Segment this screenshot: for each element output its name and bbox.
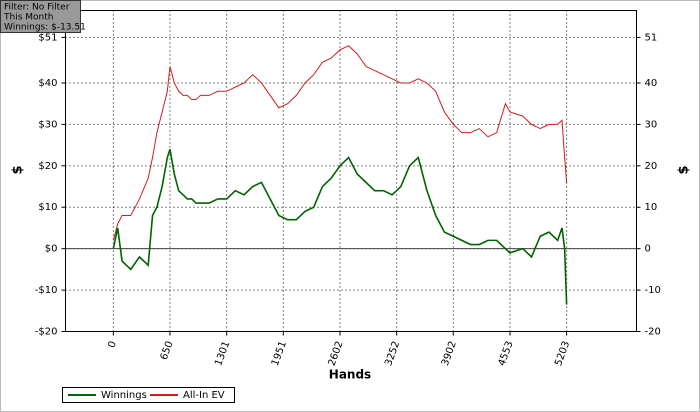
y-tick-label: $30 bbox=[38, 119, 57, 130]
y2-tick-label: 10 bbox=[645, 202, 658, 213]
y2-tick-label: 20 bbox=[645, 161, 658, 172]
info-text: Filter: No Filter bbox=[4, 3, 70, 13]
y-tick-label: $51 bbox=[38, 32, 57, 43]
y2-axis-title: $ bbox=[677, 165, 692, 174]
y-tick-label: $40 bbox=[38, 78, 57, 89]
x-axis-title: Hands bbox=[329, 368, 371, 382]
legend bbox=[62, 387, 235, 403]
info-box bbox=[0, 0, 81, 33]
y2-tick-label: -20 bbox=[645, 327, 661, 338]
series-line bbox=[112, 149, 568, 305]
y2-tick-label: 0 bbox=[645, 244, 651, 255]
y-axis-title: $ bbox=[11, 165, 26, 174]
series-line bbox=[112, 45, 568, 241]
legend-label: All-In EV bbox=[183, 390, 225, 401]
y2-tick-label: 30 bbox=[645, 119, 658, 130]
y2-tick-label: 51 bbox=[645, 32, 658, 43]
info-text: Winnings: $-13.51 bbox=[4, 23, 86, 33]
y-tick-label: -$10 bbox=[35, 285, 58, 296]
y-tick-label: $10 bbox=[38, 202, 57, 213]
y-tick-label: -$20 bbox=[35, 327, 58, 338]
y-tick-label: $0 bbox=[45, 244, 58, 255]
y2-tick-label: 40 bbox=[645, 78, 658, 89]
info-text: This Month bbox=[3, 13, 53, 23]
legend-label: Winnings bbox=[101, 390, 147, 401]
plot-area bbox=[65, 10, 637, 332]
y-tick-label: $20 bbox=[38, 161, 57, 172]
x-tick-label: 0 bbox=[106, 340, 119, 350]
y2-tick-label: -10 bbox=[645, 285, 661, 296]
